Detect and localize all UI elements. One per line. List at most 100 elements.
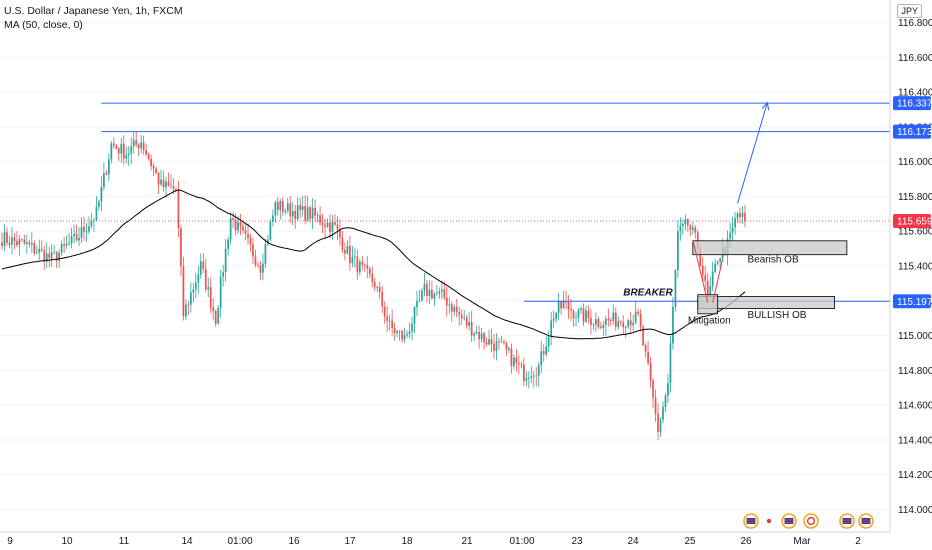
candle[interactable]	[311, 198, 314, 229]
candle[interactable]	[202, 253, 205, 274]
candle[interactable]	[378, 281, 381, 300]
candle[interactable]	[577, 308, 580, 323]
candle[interactable]	[426, 280, 428, 303]
candle[interactable]	[677, 220, 679, 278]
candle[interactable]	[572, 309, 575, 327]
candle[interactable]	[662, 401, 664, 424]
candle[interactable]	[224, 238, 227, 282]
candle[interactable]	[229, 212, 232, 245]
candle[interactable]	[386, 306, 389, 332]
candle[interactable]	[691, 221, 694, 235]
price-tag[interactable]	[893, 96, 931, 111]
candle[interactable]	[306, 195, 309, 222]
candle[interactable]	[53, 245, 56, 255]
candle[interactable]	[672, 297, 674, 350]
candle[interactable]	[349, 235, 351, 271]
candle[interactable]	[105, 170, 108, 176]
candle[interactable]	[299, 197, 302, 219]
candle[interactable]	[637, 308, 640, 317]
candle[interactable]	[450, 301, 453, 322]
candle[interactable]	[341, 230, 344, 253]
candle[interactable]	[135, 131, 138, 148]
candle[interactable]	[70, 227, 73, 249]
candle[interactable]	[682, 219, 684, 235]
candle[interactable]	[60, 240, 63, 256]
candle[interactable]	[346, 240, 349, 255]
candle[interactable]	[398, 329, 401, 341]
candle[interactable]	[652, 378, 654, 408]
candle[interactable]	[314, 199, 316, 223]
candle[interactable]	[520, 361, 523, 369]
candle[interactable]	[396, 329, 398, 338]
order-block-zone[interactable]	[692, 240, 848, 256]
candle[interactable]	[1, 232, 3, 250]
candle[interactable]	[614, 307, 617, 331]
candle[interactable]	[617, 316, 620, 330]
candle[interactable]	[23, 234, 26, 245]
candle[interactable]	[498, 337, 500, 350]
candle[interactable]	[480, 327, 483, 343]
candle[interactable]	[557, 292, 560, 320]
candle[interactable]	[433, 291, 436, 306]
candle[interactable]	[147, 152, 150, 161]
candle[interactable]	[33, 240, 36, 256]
candle[interactable]	[301, 195, 304, 217]
candle[interactable]	[214, 309, 217, 327]
candle[interactable]	[423, 272, 426, 297]
candle[interactable]	[197, 265, 200, 294]
candle[interactable]	[401, 329, 403, 343]
order-block-zone[interactable]	[697, 294, 719, 315]
candle[interactable]	[550, 311, 553, 346]
candle[interactable]	[336, 216, 339, 241]
candle[interactable]	[219, 269, 222, 318]
candle[interactable]	[649, 356, 652, 388]
candle[interactable]	[165, 176, 167, 198]
candle[interactable]	[38, 239, 41, 260]
indicator-title[interactable]: MA (50, close, 0)	[4, 19, 83, 31]
candle[interactable]	[132, 131, 135, 154]
candle[interactable]	[63, 236, 65, 254]
candle[interactable]	[160, 169, 162, 186]
moving-average-line[interactable]	[1, 189, 746, 340]
candle[interactable]	[227, 236, 230, 256]
candle[interactable]	[552, 310, 555, 328]
candle[interactable]	[500, 335, 503, 343]
candle[interactable]	[642, 324, 644, 347]
candle[interactable]	[406, 330, 408, 338]
candle[interactable]	[271, 209, 274, 227]
candle[interactable]	[629, 311, 632, 334]
candle[interactable]	[353, 247, 356, 268]
time-axis[interactable]: 9 10 11 14 01:00 16 17 18 21 01:00 23 24 25 26 Mar 2	[0, 531, 890, 547]
candle[interactable]	[542, 344, 545, 362]
candle[interactable]	[316, 211, 319, 223]
candle[interactable]	[152, 163, 155, 177]
candle[interactable]	[78, 227, 80, 247]
candle[interactable]	[510, 343, 513, 374]
candle[interactable]	[356, 249, 359, 280]
candle[interactable]	[45, 242, 48, 269]
candle[interactable]	[431, 280, 433, 300]
candle[interactable]	[140, 134, 143, 154]
candle[interactable]	[93, 217, 95, 232]
candle[interactable]	[48, 246, 51, 268]
candle[interactable]	[383, 301, 386, 324]
candle[interactable]	[458, 306, 461, 326]
candle[interactable]	[560, 300, 562, 315]
candle[interactable]	[714, 258, 717, 274]
candle[interactable]	[647, 340, 649, 366]
candle[interactable]	[209, 277, 212, 314]
candle[interactable]	[334, 214, 336, 226]
candle[interactable]	[522, 357, 525, 387]
candle[interactable]	[443, 281, 446, 301]
candle[interactable]	[331, 214, 334, 241]
candle[interactable]	[428, 280, 431, 305]
candle[interactable]	[438, 287, 441, 299]
candle[interactable]	[475, 325, 478, 335]
candle[interactable]	[590, 308, 592, 335]
candle[interactable]	[170, 174, 172, 190]
candle[interactable]	[90, 212, 93, 229]
candle[interactable]	[103, 162, 105, 191]
candle[interactable]	[309, 205, 312, 223]
candle[interactable]	[187, 300, 190, 315]
